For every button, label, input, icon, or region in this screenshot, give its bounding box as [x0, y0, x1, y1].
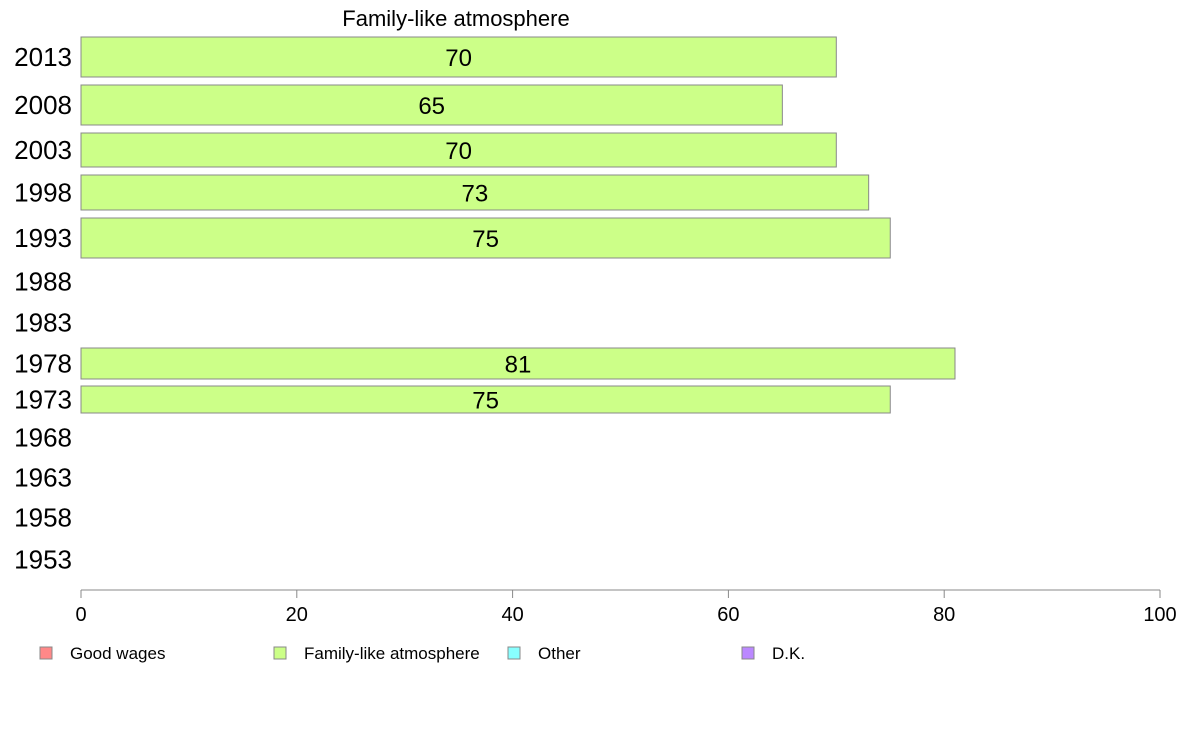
legend-label-3: D.K.	[772, 644, 805, 663]
bar-value-label-2008: 65	[418, 93, 445, 120]
bar-value-label-1973: 75	[472, 388, 499, 415]
x-tick-label-40: 40	[501, 604, 523, 626]
legend-swatch-0	[39, 646, 53, 660]
year-label-1983: 1983	[14, 308, 72, 338]
x-axis: 0 20 40 60 80 100	[75, 589, 1177, 626]
bar-value-label-2003: 70	[445, 138, 472, 165]
chart-title: Family-like atmosphere	[342, 6, 569, 31]
year-label-2003: 2003	[14, 135, 72, 165]
legend: Good wages Family-like atmosphere Other D.K…	[39, 644, 805, 663]
x-tick-label-0: 0	[75, 604, 86, 626]
year-label-1973: 1973	[14, 385, 72, 415]
year-label-2013: 2013	[14, 42, 72, 72]
year-label-1998: 1998	[14, 178, 72, 208]
bar-2003	[80, 132, 837, 168]
bar-value-label-2013: 70	[445, 45, 472, 72]
x-tick-label-100: 100	[1143, 604, 1176, 626]
legend-swatch-2	[507, 646, 521, 660]
year-label-1953: 1953	[14, 545, 72, 575]
legend-swatch-3	[741, 646, 755, 660]
bar-2013	[80, 36, 837, 78]
year-label-1958: 1958	[14, 503, 72, 533]
legend-label-1: Family-like atmosphere	[304, 644, 480, 663]
x-tick-label-80: 80	[933, 604, 955, 626]
year-label-1963: 1963	[14, 463, 72, 493]
legend-swatch-1	[273, 646, 287, 660]
bar-value-label-1978: 81	[505, 352, 532, 379]
bar-1978	[80, 347, 956, 380]
year-label-2008: 2008	[14, 90, 72, 120]
bar-value-label-1998: 73	[461, 181, 488, 208]
year-label-1978: 1978	[14, 349, 72, 379]
year-label-1993: 1993	[14, 223, 72, 253]
year-label-1968: 1968	[14, 423, 72, 453]
year-label-1988: 1988	[14, 267, 72, 297]
x-tick-label-60: 60	[717, 604, 739, 626]
x-tick-label-20: 20	[286, 604, 308, 626]
bar-2008	[80, 84, 783, 126]
legend-label-2: Other	[538, 644, 581, 663]
bar-1973	[80, 385, 891, 414]
bar-value-label-1993: 75	[472, 226, 499, 253]
bar-1998	[80, 174, 870, 211]
bar-1993	[80, 217, 891, 259]
legend-label-0: Good wages	[70, 644, 165, 663]
year-labels: 2013 2008 2003 1998 1993 1988 1983 1978 1973 1968…	[14, 42, 72, 575]
